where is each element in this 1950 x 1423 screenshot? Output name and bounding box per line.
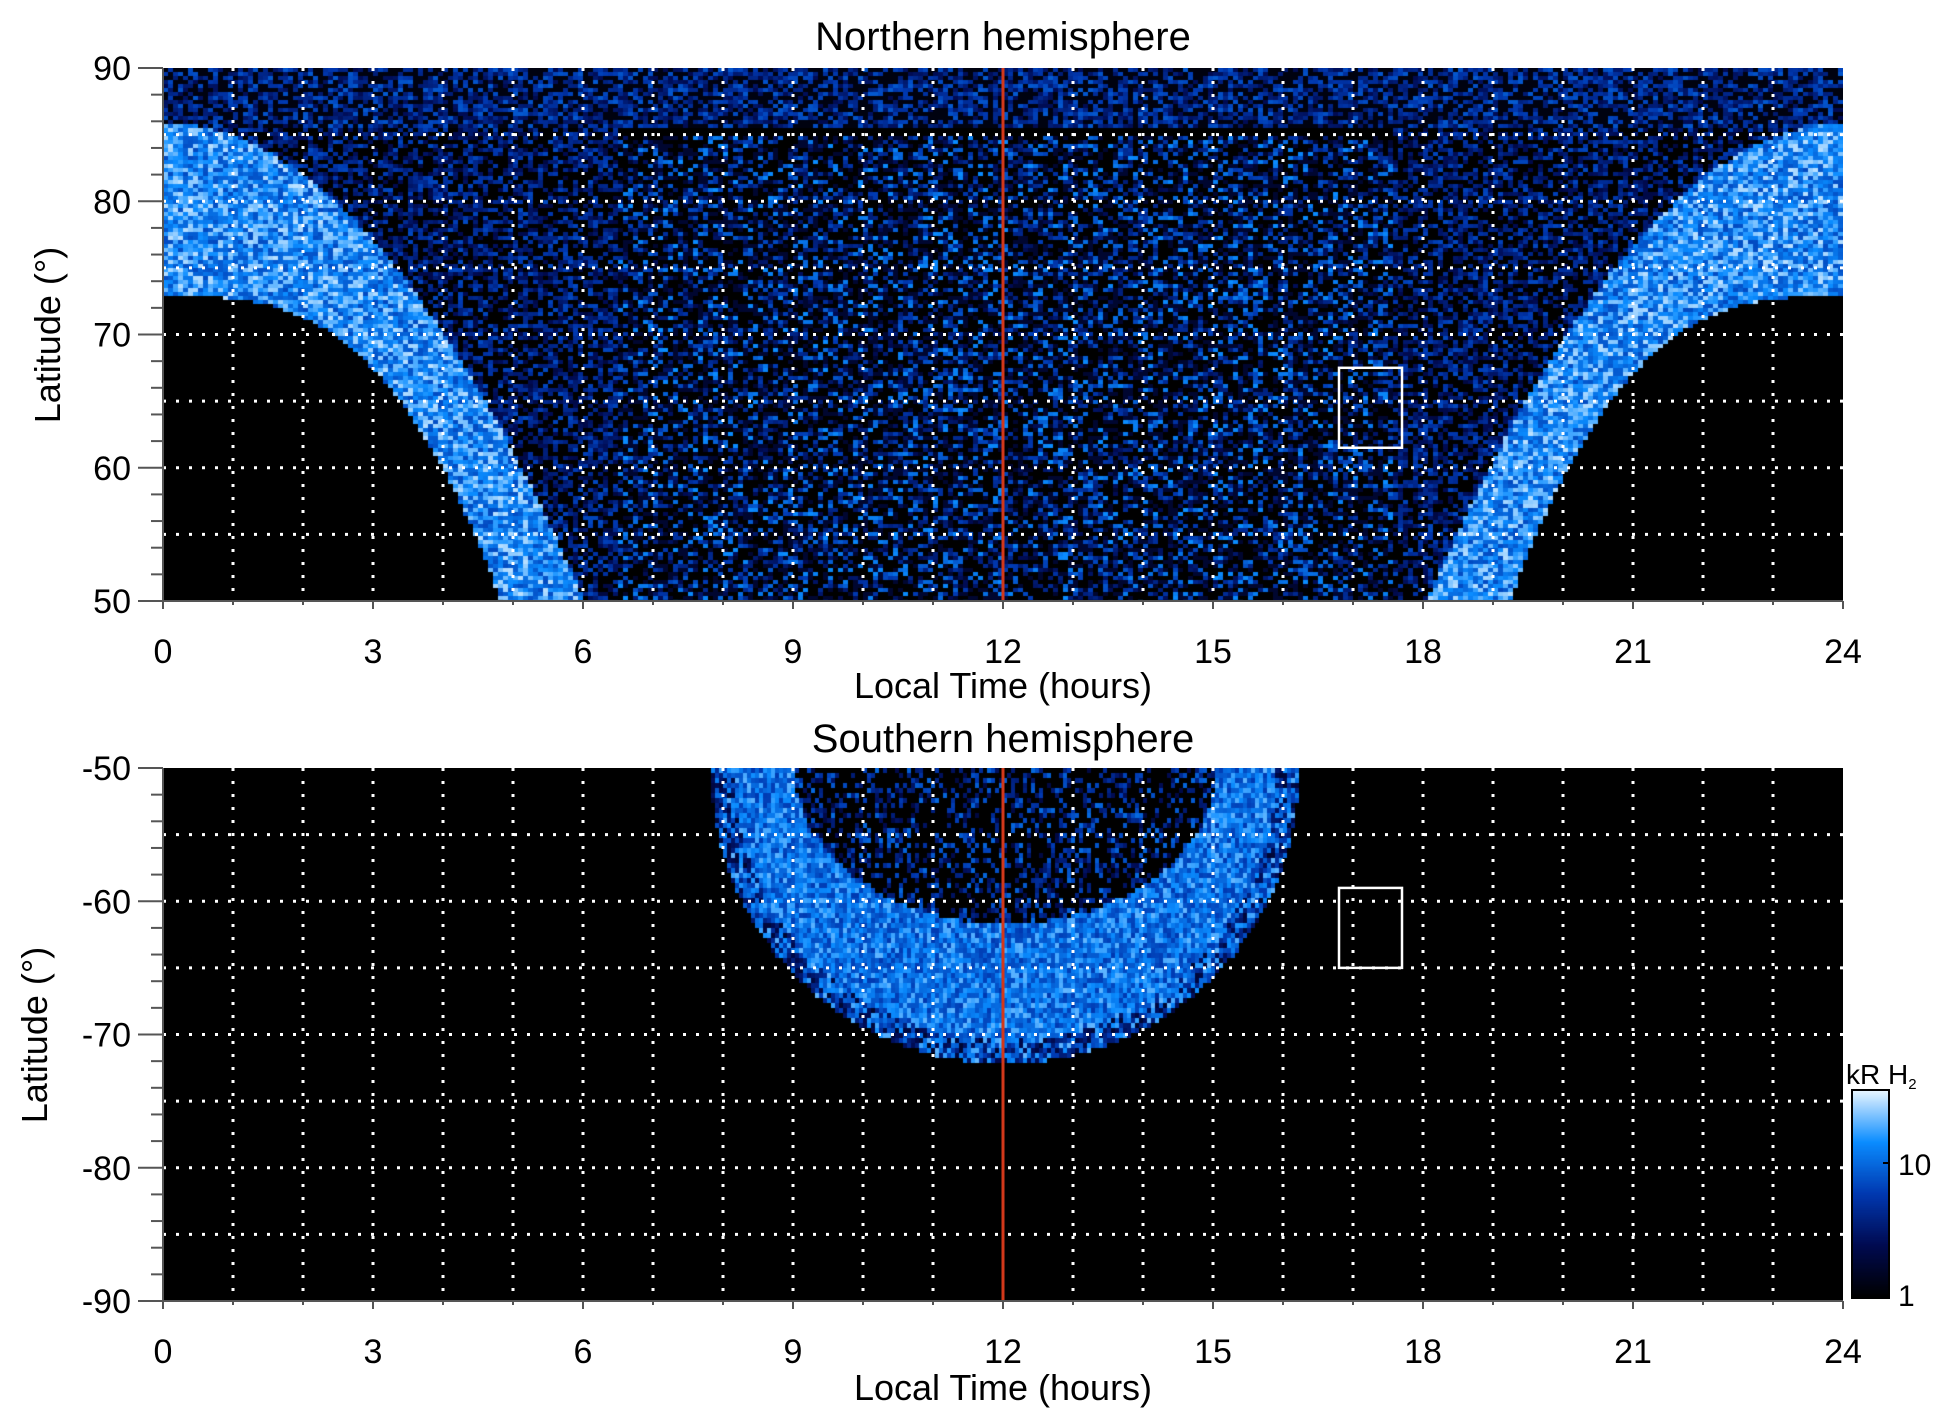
north-panel: Northern hemisphere Local Time (hours) L…	[27, 15, 1862, 706]
south-panel: Southern hemisphere Local Time (hours) L…	[14, 717, 1862, 1408]
y-tick-label: -50	[82, 750, 131, 788]
x-tick-label: 0	[154, 1333, 173, 1371]
x-tick-label: 24	[1824, 633, 1862, 671]
y-tick-label: 60	[93, 450, 131, 488]
x-tick-label: 9	[784, 1333, 803, 1371]
south-title: Southern hemisphere	[812, 717, 1194, 761]
colorbar-frame	[1851, 1089, 1890, 1299]
x-tick-label: 15	[1194, 633, 1232, 671]
x-tick-label: 3	[364, 633, 383, 671]
colorbar-tick-label: 10	[1898, 1149, 1931, 1182]
x-tick-label: 18	[1404, 1333, 1442, 1371]
colorbar-label: kR H2	[1846, 1059, 1917, 1093]
x-tick-label: 12	[984, 633, 1022, 671]
colorbar: kR H2 10 1	[1846, 1059, 1931, 1313]
highlight-box	[1337, 366, 1404, 450]
y-tick-label: -60	[82, 883, 131, 921]
x-tick-label: 21	[1614, 633, 1652, 671]
x-tick-label: 6	[574, 633, 593, 671]
colorbar-gradient	[1852, 1090, 1889, 1298]
north-title: Northern hemisphere	[815, 15, 1191, 59]
colorbar-tick-label: 1	[1898, 1280, 1915, 1313]
y-tick-label: 50	[93, 583, 131, 621]
x-tick-label: 18	[1404, 633, 1442, 671]
y-tick-label: -90	[82, 1283, 131, 1321]
x-tick-label: 24	[1824, 1333, 1862, 1371]
y-tick-label: 70	[93, 317, 131, 355]
x-tick-label: 3	[364, 1333, 383, 1371]
y-tick-label: -80	[82, 1150, 131, 1188]
south-ylabel: Latitude (°)	[14, 947, 55, 1123]
north-xlabel: Local Time (hours)	[854, 665, 1152, 706]
y-tick-label: -70	[82, 1017, 131, 1055]
x-tick-label: 12	[984, 1333, 1022, 1371]
highlight-box	[1337, 886, 1404, 970]
south-xlabel: Local Time (hours)	[854, 1367, 1152, 1408]
north-ylabel: Latitude (°)	[27, 247, 68, 423]
x-tick-label: 9	[784, 633, 803, 671]
y-tick-label: 90	[93, 50, 131, 88]
x-tick-label: 6	[574, 1333, 593, 1371]
x-tick-label: 0	[154, 633, 173, 671]
y-tick-label: 80	[93, 183, 131, 221]
x-tick-label: 15	[1194, 1333, 1232, 1371]
x-tick-label: 21	[1614, 1333, 1652, 1371]
